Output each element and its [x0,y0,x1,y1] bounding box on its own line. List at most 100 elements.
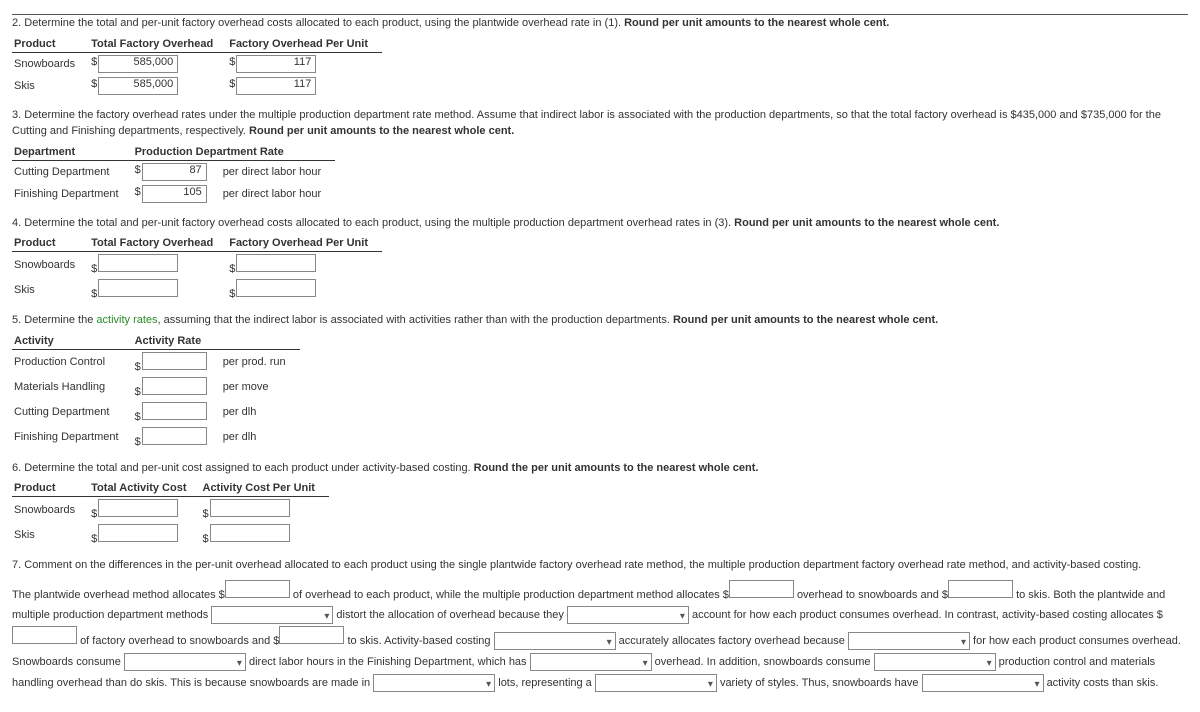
q4-table: ProductTotal Factory OverheadFactory Ove… [12,235,382,302]
q2-num: 2. [12,17,21,29]
t14: lots, representing a [498,677,595,689]
row-label: Finishing Department [12,425,133,450]
row-label: Cutting Department [12,400,133,425]
col-per-unit: Activity Cost Per Unit [201,480,329,497]
rate-input[interactable] [142,402,207,420]
row-label: Snowboards [12,252,89,278]
dropdown[interactable] [373,674,495,692]
dollar-sign: $ [203,508,209,520]
col-product: Product [12,480,89,497]
table-row: Materials Handling$per move [12,375,300,400]
total-input[interactable] [98,279,178,297]
table-row: Finishing Department $105 per direct lab… [12,183,335,205]
col-per-unit: Factory Overhead Per Unit [227,235,382,252]
total-input[interactable]: 585,000 [98,77,178,95]
amount-input[interactable] [729,580,794,598]
col-product: Product [12,235,89,252]
per-unit-input[interactable] [210,499,290,517]
row-label: Skis [12,75,89,97]
dropdown[interactable] [124,653,246,671]
table-row: Cutting Department$per dlh [12,400,300,425]
t2: of overhead to each product, while the m… [293,589,729,601]
q7-num: 7. [12,559,21,571]
rate-suffix: per direct labor hour [221,160,335,183]
table-row: Skis $585,000 $117 [12,75,382,97]
dropdown[interactable] [494,632,616,650]
dollar-sign: $ [91,508,97,520]
dollar-sign: $ [91,263,97,275]
table-row: Skis $ $ [12,277,382,302]
row-label: Production Control [12,349,133,375]
q3-text-a: Determine the factory overhead rates und… [12,109,1161,138]
q2-text-a: Determine the total and per-unit factory… [24,17,624,29]
rate-input[interactable] [142,377,207,395]
dropdown[interactable] [567,606,689,624]
dollar-sign: $ [91,78,97,90]
amount-input[interactable] [12,626,77,644]
table-row: Skis $ $ [12,522,329,547]
dollar-sign: $ [135,186,141,198]
amount-input[interactable] [279,626,344,644]
total-input[interactable]: 585,000 [98,55,178,73]
t3: overhead to snowboards and $ [797,589,948,601]
q6-text-b: Round the per unit amounts to the neares… [474,462,759,474]
table-row: Snowboards $ $ [12,497,329,523]
q5-text-c: Round per unit amounts to the nearest wh… [673,314,938,326]
dropdown[interactable] [922,674,1044,692]
t6: account for how each product consumes ov… [692,609,1163,621]
q3-num: 3. [12,109,21,121]
row-label: Cutting Department [12,160,133,183]
t5: distort the allocation of overhead becau… [336,609,567,621]
per-unit-input[interactable] [236,254,316,272]
col-total: Total Factory Overhead [89,235,227,252]
col-dept: Department [12,144,133,161]
col-product: Product [12,36,89,53]
q2-table: ProductTotal Factory OverheadFactory Ove… [12,36,382,97]
dollar-sign: $ [135,164,141,176]
col-total: Total Activity Cost [89,480,200,497]
total-input[interactable] [98,254,178,272]
q5-num: 5. [12,314,21,326]
rate-input[interactable] [142,352,207,370]
dropdown[interactable] [874,653,996,671]
dollar-sign: $ [91,56,97,68]
total-input[interactable] [98,499,178,517]
dollar-sign: $ [91,533,97,545]
amount-input[interactable] [225,580,290,598]
rate-suffix: per move [221,375,300,400]
t12: overhead. In addition, snowboards consum… [655,656,874,668]
row-label: Skis [12,277,89,302]
per-unit-input[interactable]: 117 [236,55,316,73]
row-label: Finishing Department [12,183,133,205]
q6-num: 6. [12,462,21,474]
per-unit-input[interactable] [210,524,290,542]
question-3: 3. Determine the factory overhead rates … [12,107,1188,205]
rate-input[interactable]: 105 [142,185,207,203]
per-unit-input[interactable]: 117 [236,77,316,95]
dollar-sign: $ [203,533,209,545]
total-input[interactable] [98,524,178,542]
dropdown[interactable] [848,632,970,650]
q5-table: ActivityActivity Rate Production Control… [12,333,300,450]
dollar-sign: $ [229,56,235,68]
q3-table: DepartmentProduction Department Rate Cut… [12,144,335,205]
t16: activity costs than skis. [1047,677,1159,689]
q2-text-b: Round per unit amounts to the nearest wh… [624,17,889,29]
table-row: Production Control$per prod. run [12,349,300,375]
table-row: Cutting Department $87 per direct labor … [12,160,335,183]
amount-input[interactable] [948,580,1013,598]
dropdown[interactable] [211,606,333,624]
q7-paragraph: The plantwide overhead method allocates … [12,580,1188,694]
dollar-sign: $ [229,78,235,90]
q7-text: Comment on the differences in the per-un… [24,559,1141,571]
question-5: 5. Determine the activity rates, assumin… [12,312,1188,450]
t9: accurately allocates factory overhead be… [619,635,848,647]
question-6: 6. Determine the total and per-unit cost… [12,460,1188,548]
dropdown[interactable] [595,674,717,692]
dropdown[interactable] [530,653,652,671]
activity-rates-link[interactable]: activity rates [96,314,157,326]
per-unit-input[interactable] [236,279,316,297]
rate-input[interactable]: 87 [142,163,207,181]
dollar-sign: $ [135,411,141,423]
rate-input[interactable] [142,427,207,445]
